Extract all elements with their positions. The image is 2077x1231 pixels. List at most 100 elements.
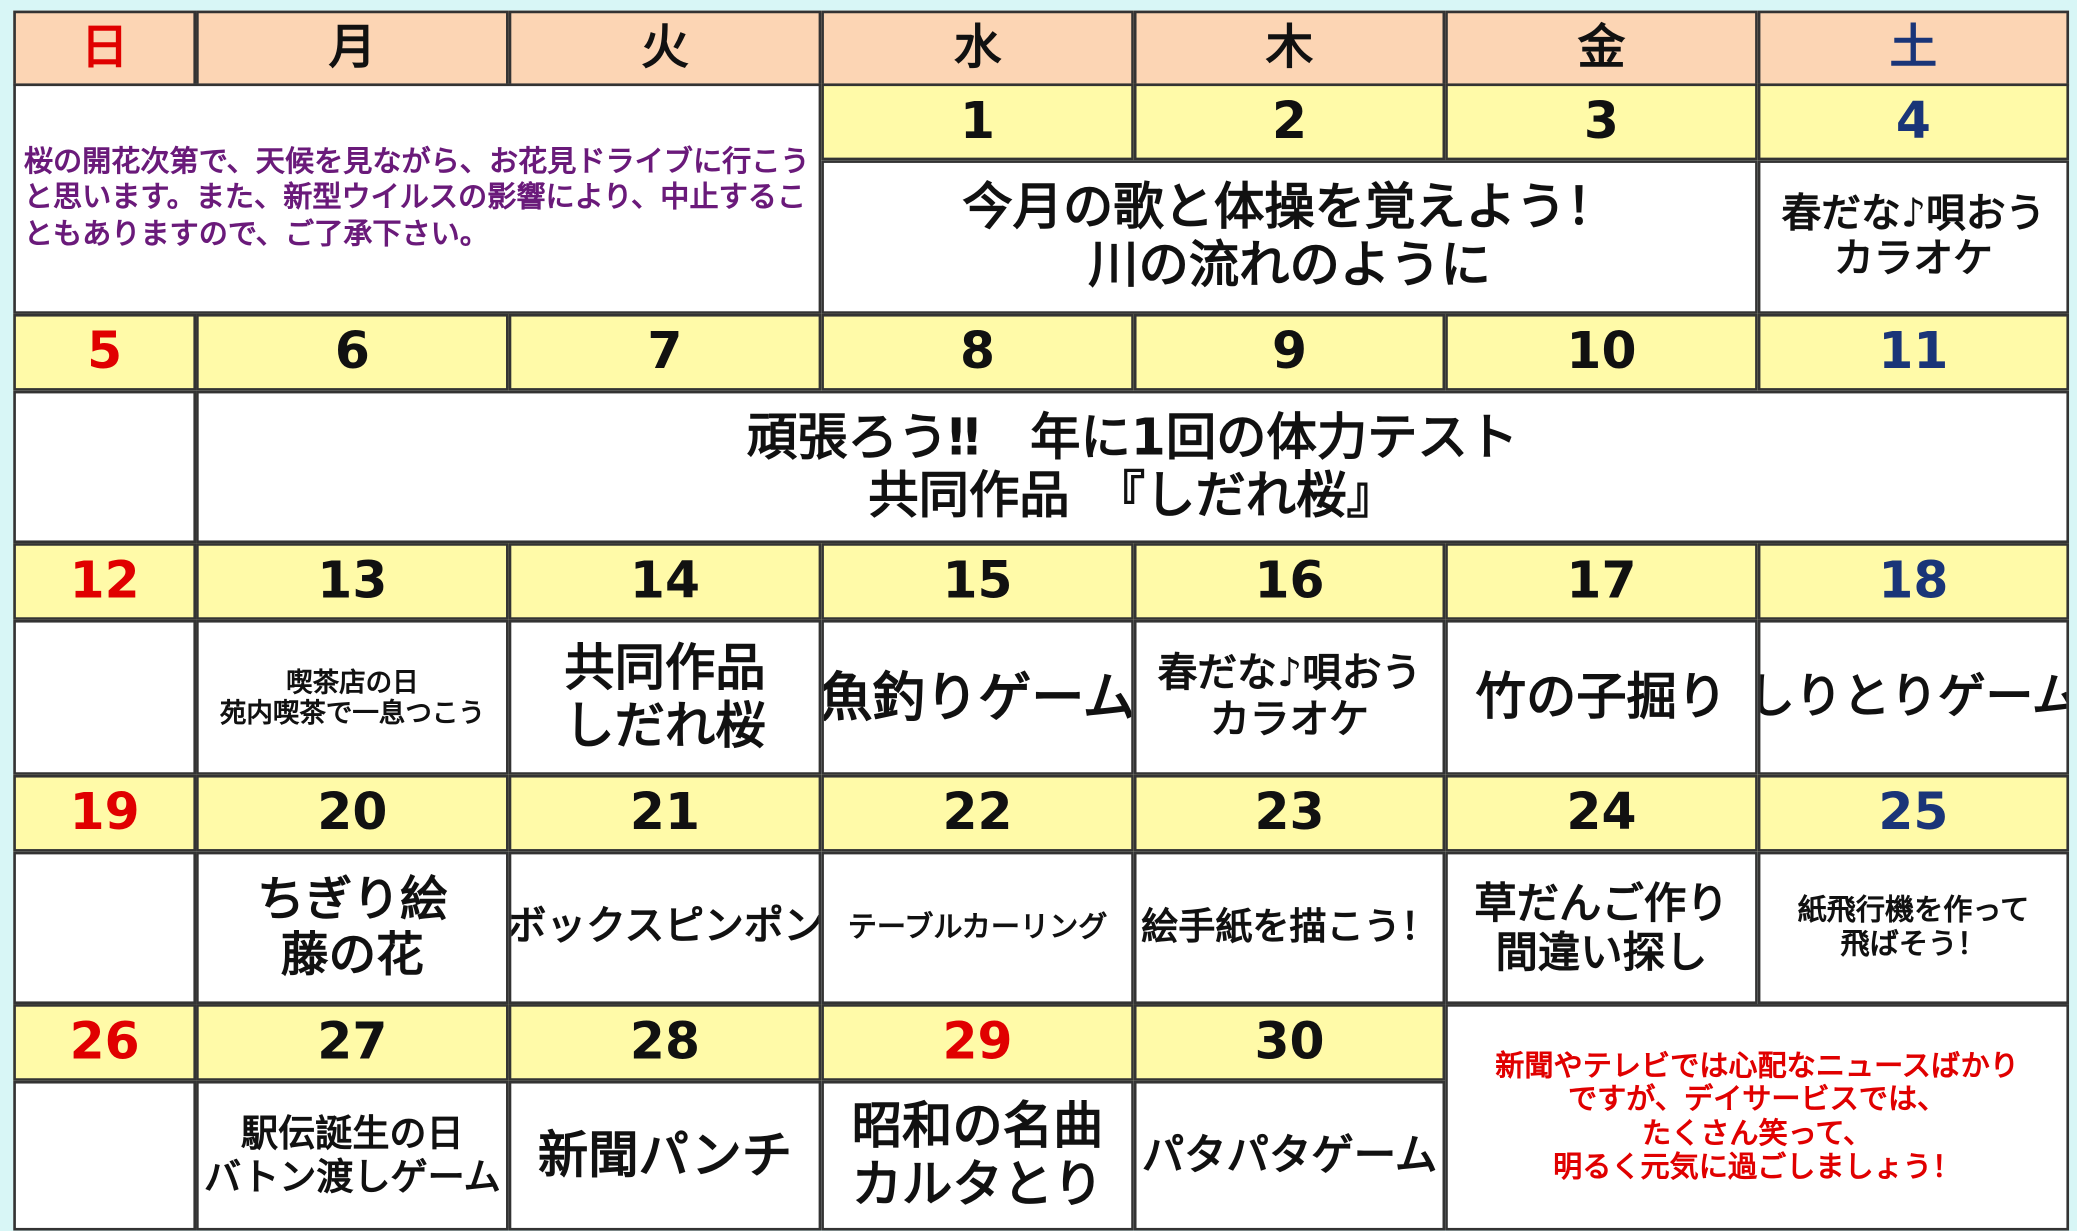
day-name: 日: [80, 20, 129, 76]
date-number: 29: [942, 1012, 1013, 1071]
date-number: 7: [647, 322, 683, 381]
event-text: 春だな♪唄おう: [1781, 190, 2046, 237]
day-name: 金: [1577, 20, 1626, 76]
date-number: 10: [1566, 322, 1637, 381]
event-cell: 喫茶店の日 苑内喫茶で一息つこう: [196, 619, 509, 775]
event-text: 昭和の名曲: [851, 1096, 1104, 1155]
date-number: 22: [942, 783, 1013, 842]
date-number: 20: [317, 783, 388, 842]
event-text: 絵手紙を描こう！: [1141, 905, 1438, 949]
date-number: 16: [1254, 551, 1325, 610]
date-number: 27: [317, 1012, 388, 1071]
event-text: 魚釣りゲーム: [821, 666, 1134, 728]
event-text: 共同作品 『しだれ桜』: [868, 465, 1397, 524]
date-number: 12: [69, 551, 140, 610]
event-cell: パタパタゲーム: [1133, 1080, 1446, 1231]
date-cell: 1: [821, 83, 1134, 161]
date-cell: 15: [821, 543, 1134, 620]
notice: 桜の開花次第で、天候を見ながら、お花見ドライブに行こうと思います。また、新型ウイ…: [13, 83, 822, 314]
date-cell: 20: [196, 774, 509, 852]
date-number: 3: [1583, 91, 1619, 150]
event-text: 紙飛行機を作って: [1797, 894, 2030, 928]
event-text: 竹の子掘り: [1475, 667, 1728, 726]
message-text: ですが、デイサービスでは、: [1567, 1083, 1947, 1117]
date-cell: 26: [13, 1004, 197, 1081]
date-cell: 30: [1133, 1004, 1446, 1081]
event-text: 川の流れのように: [1088, 235, 1491, 295]
event-text: しだれ桜: [564, 696, 766, 755]
event-text: カラオケ: [1833, 235, 1993, 283]
event-cell: 竹の子掘り: [1445, 619, 1758, 775]
event-text: 頑張ろう‼ 年に1回の体力テスト: [746, 407, 1519, 467]
date-cell: 3: [1445, 83, 1758, 161]
event-cell: 紙飛行機を作って 飛ばそう！: [1757, 851, 2070, 1005]
date-cell: 25: [1757, 774, 2070, 852]
date-cell: 17: [1445, 543, 1758, 620]
event-cell: 春だな♪唄おう カラオケ: [1757, 160, 2070, 314]
date-number: 2: [1271, 91, 1308, 150]
date-number: 5: [87, 322, 123, 381]
event-text: バトン渡しゲーム: [203, 1154, 501, 1199]
date-cell: 27: [196, 1004, 509, 1081]
date-cell: 12: [13, 543, 197, 620]
event-cell: 今月の歌と体操を覚えよう！ 川の流れのように: [821, 160, 1758, 314]
date-cell: 21: [508, 774, 822, 852]
event-cell: 春だな♪唄おう カラオケ: [1133, 619, 1446, 775]
date-number: 17: [1566, 551, 1637, 610]
day-name: 木: [1265, 20, 1314, 76]
date-number: 13: [317, 551, 388, 610]
date-number: 21: [629, 783, 700, 842]
date-cell: 9: [1133, 313, 1446, 391]
day-name: 水: [953, 20, 1002, 76]
day-name: 火: [641, 20, 689, 76]
date-cell: 29: [821, 1004, 1134, 1081]
event-text: 新聞パンチ: [537, 1125, 793, 1184]
date-number: 23: [1254, 783, 1325, 842]
event-text: カルタとり: [851, 1154, 1104, 1213]
event-text: 春だな♪唄おう: [1157, 650, 1422, 697]
message-text: 明るく元気に過ごしましょう！: [1553, 1150, 1962, 1184]
date-cell: 5: [13, 313, 197, 391]
day-header: 土: [1757, 10, 2070, 87]
date-cell: 19: [13, 774, 197, 852]
empty-cell: [13, 851, 197, 1005]
event-text: 共同作品: [564, 638, 766, 697]
day-header: 水: [821, 10, 1134, 87]
event-cell: 草だんご作り 間違い探し: [1445, 851, 1758, 1005]
event-text: テーブルカーリング: [847, 911, 1108, 945]
date-number: 28: [629, 1012, 700, 1071]
message: 新聞やテレビでは心配なニュースばかり ですが、デイサービスでは、 たくさん笑って、明…: [1445, 1004, 2070, 1231]
date-number: 1: [960, 91, 996, 150]
day-header: 日: [13, 10, 197, 87]
event-text: 間違い探し: [1495, 926, 1708, 977]
date-cell: 13: [196, 543, 509, 620]
day-header: 火: [508, 10, 822, 87]
event-text: 草だんご作り: [1474, 877, 1729, 929]
event-text: 駅伝誕生の日: [241, 1111, 464, 1156]
date-number: 24: [1566, 783, 1637, 842]
date-number: 15: [942, 551, 1013, 610]
event-cell: ボックスピンポン: [508, 851, 822, 1005]
message-text: 新聞やテレビでは心配なニュースばかり: [1495, 1050, 2019, 1084]
event-cell: 新聞パンチ: [508, 1080, 822, 1231]
date-number: 9: [1271, 322, 1308, 381]
empty-cell: [13, 390, 197, 544]
event-cell: テーブルカーリング: [821, 851, 1134, 1005]
date-number: 4: [1895, 91, 1931, 150]
event-cell: 絵手紙を描こう！: [1133, 851, 1446, 1005]
day-header: 月: [196, 10, 509, 87]
date-number: 30: [1254, 1012, 1325, 1071]
event-cell: 共同作品 しだれ桜: [508, 619, 822, 775]
date-cell: 4: [1757, 83, 2070, 161]
event-text: 喫茶店の日: [286, 665, 419, 698]
date-cell: 16: [1133, 543, 1446, 620]
date-cell: 23: [1133, 774, 1446, 852]
date-number: 14: [629, 551, 700, 610]
event-cell: 頑張ろう‼ 年に1回の体力テスト 共同作品 『しだれ桜』: [196, 390, 2070, 544]
event-text: ボックスピンポン: [508, 903, 822, 951]
event-text: 飛ばそう！: [1840, 927, 1987, 962]
date-number: 26: [69, 1012, 140, 1071]
date-number: 6: [334, 322, 370, 381]
